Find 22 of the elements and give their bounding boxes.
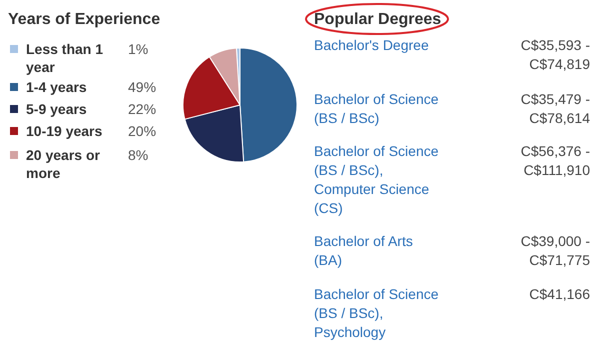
data-label: 22% xyxy=(128,100,156,118)
text: Bachelor of Science (BS / BSc) xyxy=(314,90,440,128)
chart-title: Years of Experience xyxy=(8,11,160,29)
text: C$35,479 - C$78,614 xyxy=(520,90,590,128)
data-label: 49% xyxy=(128,78,156,96)
text: C$35,593 - C$74,819 xyxy=(520,36,590,74)
text: C$39,000 - C$71,775 xyxy=(520,232,590,270)
text: Bachelor of Arts (BA) xyxy=(314,232,414,270)
legend-label: 1-4 years xyxy=(26,78,88,96)
data-label: 20% xyxy=(128,122,156,140)
text: C$56,376 - C$111,910 xyxy=(520,142,590,180)
text: Bachelor of Science (BS / BSc), Computer Science (CS) xyxy=(314,142,440,218)
legend-label: Less than 1 year xyxy=(26,40,104,76)
text: Bachelor's Degree xyxy=(314,36,430,55)
legend-label: 5-9 years xyxy=(26,100,88,118)
text: Bachelor of Science (BS / BSc), Psychology xyxy=(314,285,440,342)
text: Popular Degrees xyxy=(314,11,442,29)
legend-label: 20 years or more xyxy=(26,146,101,182)
text: C$41,166 xyxy=(528,285,590,304)
data-label: 8% xyxy=(128,146,148,164)
legend-label: 10-19 years xyxy=(26,122,104,140)
data-label: 1% xyxy=(128,40,148,58)
